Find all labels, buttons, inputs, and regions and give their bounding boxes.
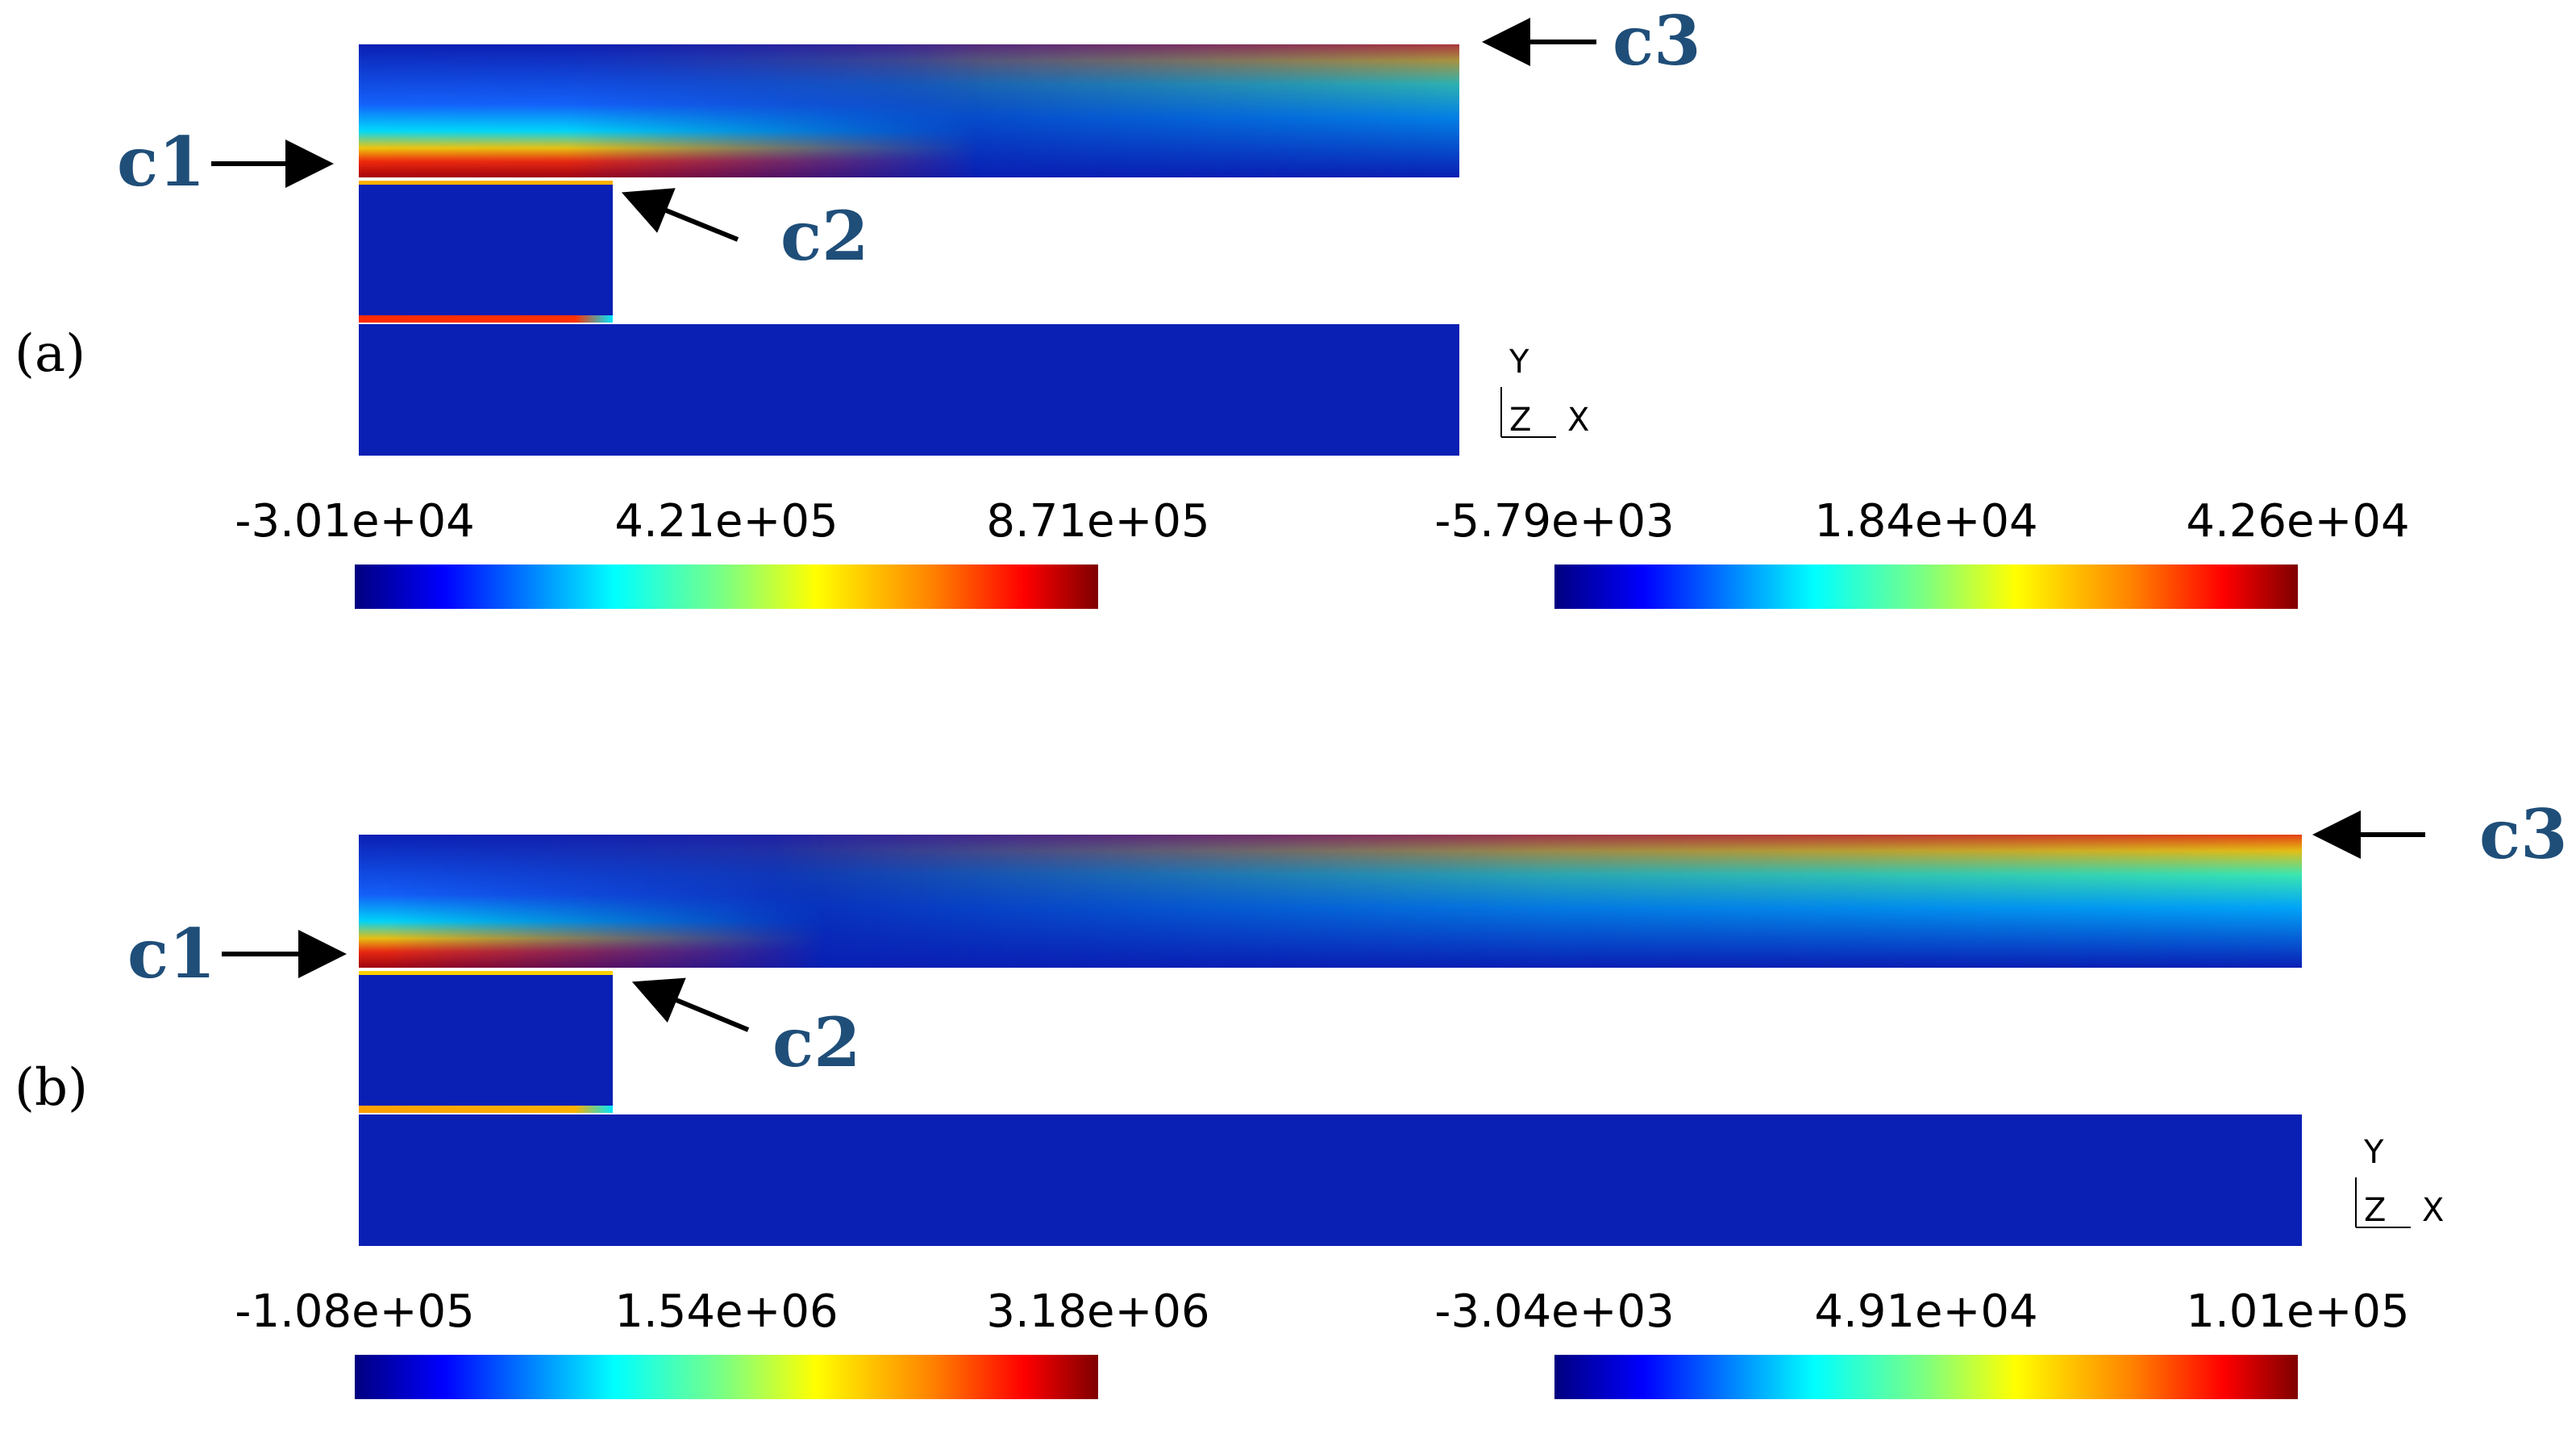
- axis-x-label: X: [2422, 1192, 2444, 1229]
- colorbar-left-a-tick-min: -3.01e+04: [235, 495, 475, 548]
- colorbar-left-a-tick-mid: 4.21e+05: [614, 495, 838, 548]
- colorbar-left-b-tick-max: 3.18e+06: [986, 1285, 1209, 1338]
- colorbar-right-b-tick-min: -3.04e+03: [1434, 1285, 1675, 1338]
- arrow-c2: [621, 188, 739, 242]
- colorbar-left-b: -1.08e+05 1.54e+06 3.18e+06: [235, 1285, 1210, 1399]
- callout-label-c1: c1: [117, 122, 206, 202]
- callout-c1-b: c1: [127, 914, 347, 994]
- gap-a: [613, 184, 1459, 324]
- callout-c2-b: c2: [631, 977, 861, 1082]
- callout-label-c3: c3: [1613, 1, 1701, 81]
- callout-label-c2: c2: [780, 196, 869, 276]
- axis-y-label: Y: [2363, 1134, 2384, 1171]
- inlet-edge-b: [359, 971, 613, 975]
- callout-c2-a: c2: [621, 188, 869, 276]
- arrow-c2: [631, 977, 750, 1032]
- left-block-a: [359, 184, 613, 317]
- axis-triad-b: Y Z X: [2355, 1134, 2444, 1229]
- colorbar-right-b-tick-max: 1.01e+05: [2186, 1285, 2409, 1338]
- axis-triad-a: Y Z X: [1500, 344, 1589, 439]
- colorbar-right-a-tick-max: 4.26e+04: [2186, 495, 2409, 548]
- colorbar-right-b-tick-mid: 4.91e+04: [1814, 1285, 2037, 1338]
- contour-plot-a: [359, 44, 1459, 456]
- panel-b: c1 c2 c3 (b) Y Z X -1.08e+05 1.54e+06 3.…: [15, 794, 2568, 1399]
- colorbar-right-b-gradient: [1554, 1355, 2298, 1399]
- inlet-edge-a: [359, 181, 613, 185]
- colorbar-left-a-gradient: [355, 565, 1098, 609]
- panel-label-a: (a): [15, 324, 85, 384]
- colorbar-left-b-gradient: [355, 1355, 1098, 1399]
- callout-label-c3: c3: [2479, 794, 2568, 874]
- colorbar-right-a-tick-min: -5.79e+03: [1434, 495, 1675, 548]
- lower-channel-a: [359, 324, 1459, 456]
- axis-z-label: Z: [1509, 402, 1531, 439]
- callout-c1-a: c1: [117, 122, 334, 202]
- inlet-stripe-b: [359, 1106, 613, 1113]
- axis-z-label: Z: [2364, 1192, 2386, 1229]
- panel-label-b: (b): [15, 1058, 88, 1118]
- colorbar-right-a-tick-mid: 1.84e+04: [1814, 495, 2037, 548]
- axis-y-label: Y: [1509, 344, 1529, 381]
- colorbar-right-a: -5.79e+03 1.84e+04 4.26e+04: [1434, 495, 2410, 609]
- colorbar-right-b: -3.04e+03 4.91e+04 1.01e+05: [1434, 1285, 2410, 1399]
- jet-region-b: [359, 835, 2302, 968]
- panel-a: c1 c2 c3 (a) Y Z X -3.01e+04 4.21e+05 8.…: [15, 1, 2410, 609]
- colorbar-right-a-gradient: [1554, 565, 2298, 609]
- left-block-b: [359, 974, 613, 1107]
- colorbar-left-a: -3.01e+04 4.21e+05 8.71e+05: [235, 495, 1210, 609]
- callout-c3-a: c3: [1482, 1, 1701, 81]
- contour-plot-b: [359, 835, 2302, 1246]
- colorbar-left-a-tick-max: 8.71e+05: [986, 495, 1209, 548]
- lower-channel-b: [359, 1114, 2302, 1246]
- axis-x-label: X: [1567, 402, 1589, 439]
- callout-label-c2: c2: [772, 1002, 861, 1082]
- callout-label-c1: c1: [127, 914, 216, 994]
- colorbar-left-b-tick-mid: 1.54e+06: [614, 1285, 838, 1338]
- inlet-stripe-a: [359, 315, 613, 323]
- jet-region-a: [359, 44, 1459, 177]
- callout-c3-b: c3: [2312, 794, 2568, 874]
- colorbar-left-b-tick-min: -1.08e+05: [235, 1285, 475, 1338]
- gap-b: [613, 974, 2302, 1114]
